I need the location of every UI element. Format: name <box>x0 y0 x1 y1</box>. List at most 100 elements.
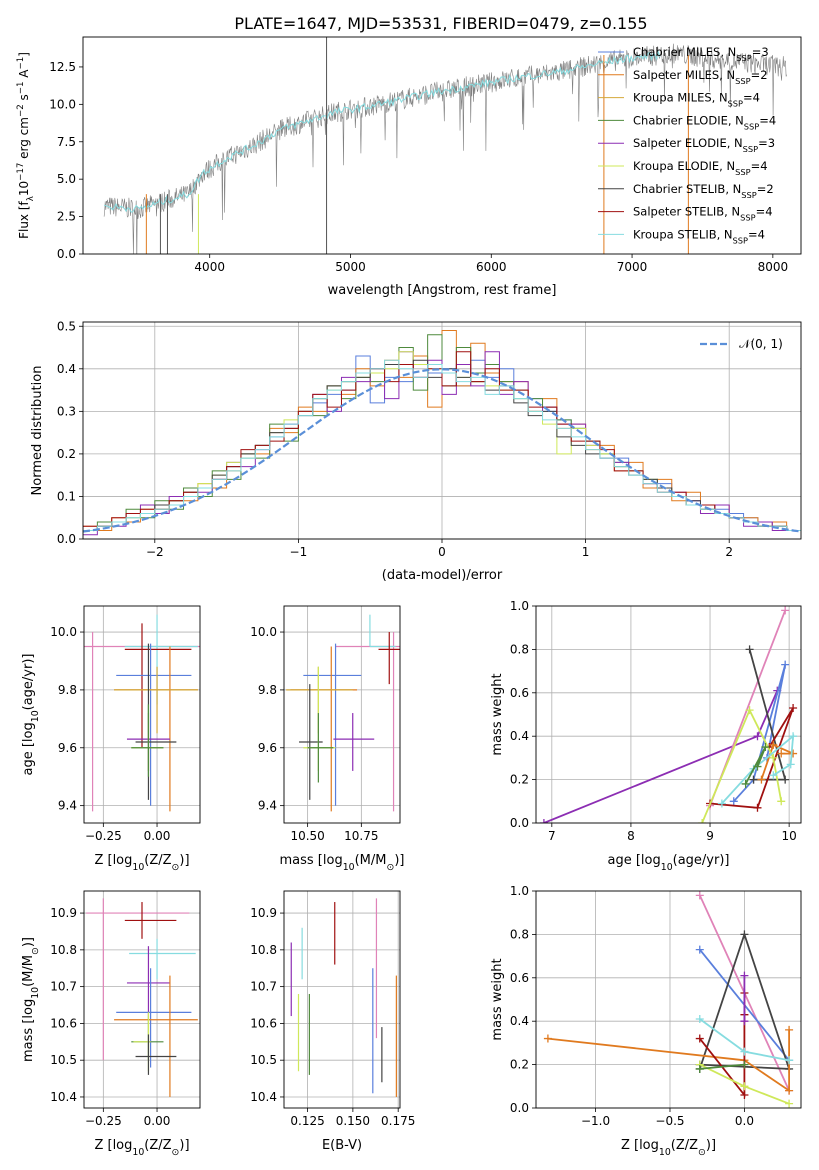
axes-mass-vs-age: 10.50 10.75 9.4 9.6 9.8 10.0 mass [log10(M/M⊙)… <box>250 605 405 873</box>
y-tick-label: 0.1 <box>57 489 76 503</box>
weight-marker <box>695 1064 704 1073</box>
x-axis-label: Z [log10(Z/Z⊙)] <box>621 1138 716 1158</box>
legend-entry: Kroupa MILES, NSSP=4 <box>633 91 760 109</box>
weight-marker <box>753 803 762 812</box>
y-tick-label: 10.9 <box>50 906 77 920</box>
gaussian-curve <box>83 368 801 533</box>
weight-series <box>699 993 746 1098</box>
x-tick-label: 1 <box>582 545 590 559</box>
x-axis-label: E(B-V) <box>322 1138 362 1153</box>
axes-frame <box>535 605 802 824</box>
y-tick-label: 10.8 <box>250 943 277 957</box>
histogram-series <box>83 359 801 539</box>
axes-frame <box>83 605 201 824</box>
legend-entry: Kroupa ELODIE, NSSP=4 <box>633 159 768 177</box>
plot-area <box>86 898 198 1097</box>
x-axis-label: (data-model)/error <box>382 568 503 583</box>
y-tick-label: 9.8 <box>258 683 277 697</box>
y-tick-label: 9.4 <box>58 799 77 813</box>
plot-area <box>103 37 787 254</box>
weight-marker <box>753 732 762 741</box>
axes-z-vs-mass: −0.25 0.00 10.4 10.5 10.6 10.7 10.8 10.9 mass [l… <box>21 890 201 1158</box>
weight-marker <box>785 1025 794 1034</box>
weight-marker <box>769 753 778 762</box>
legend-entry: Salpeter STELIB, NSSP=4 <box>633 205 773 223</box>
weight-marker <box>539 819 548 823</box>
weight-marker <box>777 797 786 806</box>
y-tick-label: 10.0 <box>49 97 76 111</box>
y-tick-label: 10.4 <box>50 1090 77 1104</box>
x-tick-label: −0.25 <box>85 1114 122 1128</box>
plot-area <box>543 891 794 1108</box>
x-tick-label: 8 <box>627 829 635 843</box>
weight-marker <box>740 1017 749 1026</box>
y-tick-label: 10.4 <box>250 1090 277 1104</box>
y-tick-label: 10.6 <box>50 1016 77 1030</box>
axes-frame <box>283 605 401 824</box>
weight-marker <box>543 1034 552 1043</box>
weight-marker <box>695 891 704 900</box>
weight-marker <box>777 749 786 758</box>
weight-series <box>709 707 794 809</box>
y-tick-label: 9.6 <box>58 741 77 755</box>
x-axis-label: Z [log10(Z/Z⊙)] <box>94 1138 189 1158</box>
x-tick-label: 7000 <box>617 260 648 274</box>
weight-series <box>543 690 779 823</box>
x-tick-label: −1 <box>290 545 308 559</box>
x-tick-label: −1.0 <box>581 1114 610 1128</box>
y-tick-label: 0.0 <box>57 532 76 546</box>
legend-entry: Chabrier STELIB, NSSP=2 <box>633 182 774 200</box>
y-tick-label: 10.0 <box>250 625 277 639</box>
plot-area <box>83 330 801 539</box>
y-tick-label: 10.7 <box>250 980 277 994</box>
axes-frame <box>83 890 201 1109</box>
weight-marker <box>695 945 704 954</box>
axes-age-vs-weight: 7 8 9 10 0.0 0.2 0.4 0.6 0.8 1.0 mass weight age [l… <box>490 599 802 873</box>
y-axis-label: Normed distribution <box>30 366 45 496</box>
plot-area <box>539 606 798 823</box>
weight-marker <box>781 660 790 669</box>
x-tick-label: 0.00 <box>144 829 171 843</box>
x-tick-label: 7 <box>548 829 556 843</box>
x-tick-label: 10 <box>781 829 796 843</box>
weight-marker <box>785 1086 794 1095</box>
weight-marker <box>789 749 798 758</box>
axes-frame <box>82 321 802 540</box>
weight-marker <box>745 645 754 654</box>
weight-series <box>699 1063 745 1070</box>
y-tick-label: 9.4 <box>258 799 277 813</box>
weight-marker <box>786 760 795 769</box>
x-tick-label: 2 <box>725 545 733 559</box>
weight-marker <box>781 606 790 615</box>
weight-marker <box>740 1090 749 1099</box>
legend-entry: Salpeter MILES, NSSP=2 <box>633 68 768 86</box>
y-axis-label: Flux [fλ10−17 erg cm−2 s−1 A−1] <box>16 52 36 239</box>
y-tick-label: 0.6 <box>510 686 529 700</box>
plot-area <box>84 614 200 812</box>
x-tick-label: 0.0 <box>735 1114 754 1128</box>
x-axis-label: wavelength [Angstrom, rest frame] <box>328 283 557 298</box>
y-tick-label: 0.3 <box>57 404 76 418</box>
weight-marker <box>745 706 754 715</box>
weight-marker <box>740 1060 749 1069</box>
legend-entry: Kroupa STELIB, NSSP=4 <box>633 227 765 245</box>
axes-ebv-vs-mass: 0.125 0.150 0.175 10.4 10.5 10.6 10.7 10.8 10.9 E… <box>250 890 415 1153</box>
y-tick-label: 10.5 <box>50 1053 77 1067</box>
weight-marker <box>695 1015 704 1024</box>
y-tick-label: 10.6 <box>250 1016 277 1030</box>
x-tick-label: −2 <box>146 545 164 559</box>
y-tick-label: 10.8 <box>50 943 77 957</box>
x-tick-label: 8000 <box>758 260 789 274</box>
weight-marker <box>729 797 738 806</box>
weight-series <box>547 1029 790 1093</box>
y-axis-label: mass [log10(M/M⊙)] <box>21 937 41 1062</box>
x-axis-label: mass [log10(M/M⊙)] <box>280 853 405 873</box>
y-tick-label: 7.5 <box>57 135 76 149</box>
y-tick-label: 9.6 <box>258 741 277 755</box>
weight-marker <box>757 775 766 784</box>
axes-frame <box>283 890 401 1109</box>
y-tick-label: 12.5 <box>49 60 76 74</box>
x-tick-label: 4000 <box>194 260 225 274</box>
weight-marker <box>749 775 758 784</box>
